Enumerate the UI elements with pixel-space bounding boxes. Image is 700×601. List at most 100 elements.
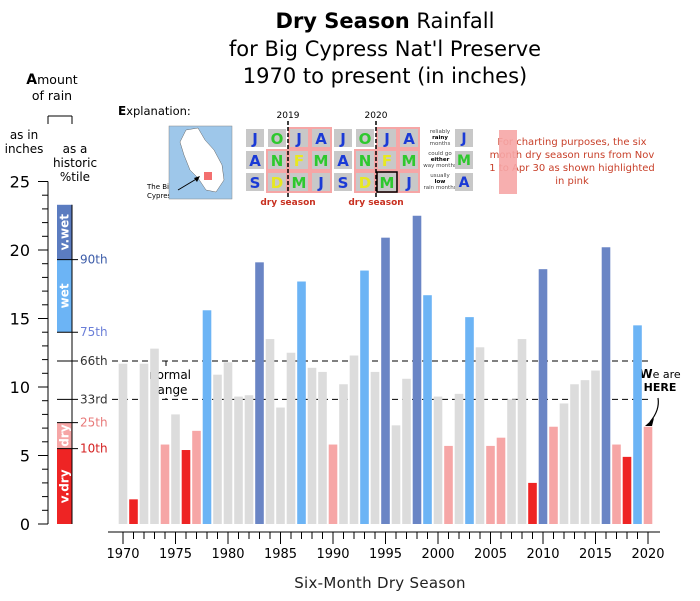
current-month-box	[376, 171, 398, 193]
month-cell	[268, 173, 286, 191]
bar	[517, 339, 527, 524]
month-letter: J	[383, 130, 390, 148]
bar	[150, 348, 159, 524]
bar	[549, 426, 558, 524]
month-letter: A	[337, 152, 349, 170]
dry-season-label: dry season	[260, 198, 315, 208]
bar	[423, 295, 432, 524]
bar	[223, 362, 233, 524]
month-cell	[356, 173, 374, 191]
x-tick-label: 1980	[211, 547, 244, 562]
y-tick-label: 10	[10, 378, 30, 397]
bar	[580, 380, 590, 524]
bar	[433, 396, 443, 524]
category-segment	[57, 259, 72, 333]
legend-cell	[455, 173, 473, 191]
month-letter: A	[249, 152, 261, 170]
month-cell	[246, 129, 264, 147]
bar	[255, 262, 264, 524]
bar	[244, 395, 254, 524]
legend-letter: A	[459, 175, 470, 191]
x-tick-label: 2010	[526, 547, 559, 562]
month-letter: F	[382, 152, 392, 170]
here-arrow-head	[645, 418, 654, 426]
category-segment	[57, 422, 72, 449]
chart-subtitle-line2: for Big Cypress Nat'l Preserve	[228, 37, 542, 61]
bar	[370, 371, 380, 524]
bar	[328, 444, 338, 524]
legend-text: reliably	[430, 129, 451, 135]
category-label: wet	[58, 283, 72, 308]
bar	[402, 378, 411, 524]
bar	[276, 407, 285, 524]
x-tick-label: 2020	[631, 547, 664, 562]
bar	[601, 247, 611, 524]
month-cell	[400, 151, 418, 169]
legend-cell	[455, 129, 473, 147]
month-cell	[312, 151, 330, 169]
bar	[391, 425, 401, 524]
month-cell	[268, 151, 286, 169]
category-label: v.wet	[58, 214, 72, 251]
y-axis-label-line2: of rain	[31, 88, 73, 103]
bar	[307, 367, 317, 524]
percentile-label: 66th	[80, 354, 108, 368]
dry-season-label: dry season	[348, 198, 403, 208]
bar	[643, 426, 653, 524]
category-segment	[57, 332, 72, 423]
y-axis-sub-inches: as in inches	[4, 128, 44, 156]
month-cell	[290, 173, 308, 191]
legend-text: way months	[423, 163, 457, 169]
y-axis-label: Amount of rain	[14, 72, 90, 104]
month-letter: M	[292, 174, 307, 192]
legend-text-bold: low	[435, 179, 446, 185]
month-letter: S	[338, 174, 349, 192]
bar	[559, 403, 569, 524]
percentile-label: 10th	[80, 442, 108, 456]
bar	[528, 482, 537, 524]
month-letter: N	[359, 152, 372, 170]
bar	[475, 347, 485, 524]
percentile-label: 90th	[80, 253, 108, 267]
month-letter: M	[402, 152, 417, 170]
x-tick-label: 1985	[264, 547, 297, 562]
y-tick-label: 25	[10, 173, 30, 192]
bar	[339, 384, 348, 524]
big-cypress-highlight	[204, 172, 212, 180]
bar	[591, 370, 600, 524]
y-tick-label: 15	[10, 310, 30, 329]
map-pointer-head	[194, 176, 200, 182]
here-rest: e are	[652, 368, 681, 381]
month-cell	[400, 129, 418, 147]
bar	[444, 445, 453, 524]
percentile-label: 25th	[80, 416, 108, 430]
year-label: 2020	[365, 111, 388, 121]
month-cell	[312, 173, 330, 191]
bar	[496, 437, 506, 524]
bar	[486, 445, 495, 524]
bar	[202, 310, 212, 524]
y-tick-label: 20	[10, 241, 30, 260]
month-cell	[334, 151, 352, 169]
month-letter: O	[359, 130, 372, 148]
legend-text: could go	[428, 151, 452, 157]
note-highlight	[499, 130, 517, 194]
x-tick-label: 1975	[159, 547, 192, 562]
month-letter: S	[250, 174, 261, 192]
bar	[570, 384, 579, 524]
title-bold: Dry Season	[275, 9, 410, 33]
month-letter: A	[403, 130, 415, 148]
legend-letter: J	[460, 131, 466, 147]
normal-range-label: normal range	[148, 368, 192, 397]
bar	[297, 281, 306, 524]
x-tick-label: 1990	[316, 547, 349, 562]
x-tick-label: 2000	[421, 547, 454, 562]
bar	[360, 270, 369, 524]
chart-subtitle-line3: 1970 to present (in inches)	[242, 64, 528, 88]
bar	[139, 363, 149, 524]
month-letter: M	[314, 152, 329, 170]
legend-text: months	[430, 141, 451, 147]
month-cell	[378, 129, 396, 147]
year-label: 2019	[277, 111, 300, 121]
